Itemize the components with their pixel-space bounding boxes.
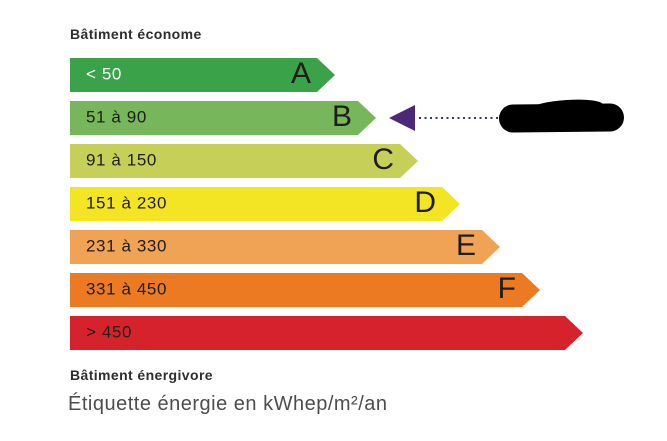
energy-range-label: 151 à 230	[86, 193, 168, 213]
energy-grade-letter: D	[414, 185, 436, 219]
energy-bar-a: < 50 A	[70, 58, 335, 92]
energy-bar-e: 231 à 330 E	[70, 230, 500, 264]
energy-bar-f: 331 à 450 F	[70, 273, 540, 307]
energy-range-label: > 450	[86, 322, 133, 342]
energy-grade-letter: A	[290, 56, 311, 90]
pointer-dotted-line	[419, 117, 499, 119]
chart-caption: Étiquette énergie en kWhep/m²/an	[68, 393, 388, 415]
redacted-value-blob	[498, 103, 625, 133]
building-efficient-label: Bâtiment économe	[70, 26, 202, 42]
energy-bar-g: > 450	[70, 316, 583, 350]
energy-grade-letter: E	[455, 228, 476, 262]
energy-range-label: 331 à 450	[86, 279, 168, 299]
energy-bar-c: 91 à 150 C	[70, 144, 418, 178]
energy-grade-letter: F	[497, 271, 516, 305]
energy-grade-letter: C	[372, 142, 394, 176]
energy-range-label: 231 à 330	[86, 236, 168, 256]
energy-bar-d: 151 à 230 D	[70, 187, 460, 221]
energy-bar-b: 51 à 90 B	[70, 101, 376, 135]
energy-grade-letter: B	[331, 99, 352, 133]
grade-pointer-arrow-icon	[389, 105, 415, 131]
building-energy-intensive-label: Bâtiment énergivore	[70, 367, 213, 383]
energy-range-label: 91 à 150	[86, 150, 157, 170]
energy-range-label: 51 à 90	[86, 107, 147, 127]
energy-range-label: < 50	[86, 64, 122, 84]
